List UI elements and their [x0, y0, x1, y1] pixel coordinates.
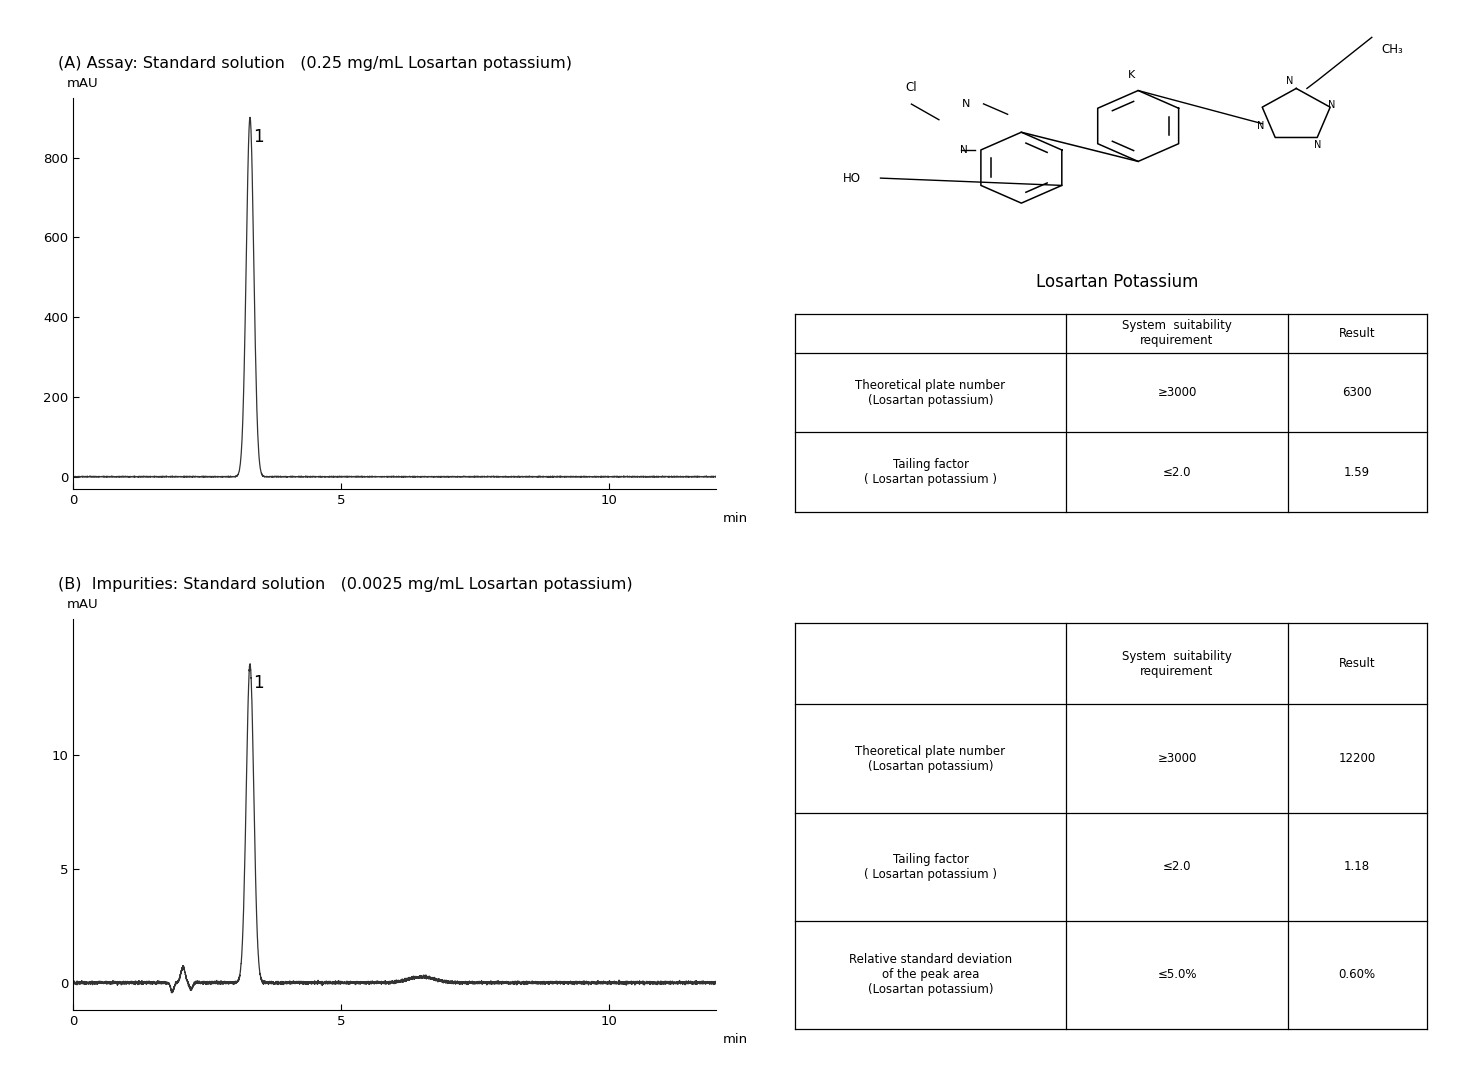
Text: ≤5.0%: ≤5.0% [1158, 969, 1197, 982]
Text: N: N [1314, 140, 1322, 150]
Text: Cl: Cl [905, 80, 917, 93]
Text: 1: 1 [253, 674, 263, 692]
Text: HO: HO [842, 172, 861, 185]
Text: CH₃: CH₃ [1382, 42, 1404, 55]
Text: Relative standard deviation
of the peak area
(Losartan potassium): Relative standard deviation of the peak … [849, 954, 1012, 996]
Text: Tailing factor
( Losartan potassium ): Tailing factor ( Losartan potassium ) [864, 458, 997, 487]
Text: (B)  Impurities: Standard solution   (0.0025 mg/mL Losartan potassium): (B) Impurities: Standard solution (0.002… [58, 577, 633, 592]
Text: Tailing factor
( Losartan potassium ): Tailing factor ( Losartan potassium ) [864, 853, 997, 881]
Text: K: K [1127, 71, 1135, 80]
Text: ≤2.0: ≤2.0 [1162, 860, 1192, 873]
Text: N: N [961, 144, 968, 155]
Text: N: N [962, 99, 971, 109]
Text: System  suitability
requirement: System suitability requirement [1123, 649, 1232, 678]
Text: Losartan Potassium: Losartan Potassium [1037, 274, 1199, 291]
Text: 1.18: 1.18 [1344, 860, 1370, 873]
Text: 0.60%: 0.60% [1339, 969, 1376, 982]
Text: mAU: mAU [67, 77, 98, 90]
Text: min: min [722, 1034, 749, 1047]
Text: Theoretical plate number
(Losartan potassium): Theoretical plate number (Losartan potas… [855, 379, 1006, 407]
Text: min: min [722, 513, 749, 526]
Text: ≤2.0: ≤2.0 [1162, 466, 1192, 479]
Text: 1: 1 [253, 128, 263, 147]
Text: Result: Result [1339, 327, 1376, 340]
Text: 1.59: 1.59 [1344, 466, 1370, 479]
Text: ≥3000: ≥3000 [1158, 753, 1197, 765]
Text: N: N [1329, 100, 1336, 110]
Text: (A) Assay: Standard solution   (0.25 mg/mL Losartan potassium): (A) Assay: Standard solution (0.25 mg/mL… [58, 55, 573, 71]
Text: System  suitability
requirement: System suitability requirement [1123, 319, 1232, 348]
Text: mAU: mAU [67, 598, 98, 611]
Text: Result: Result [1339, 657, 1376, 670]
Text: N: N [1257, 122, 1265, 131]
Text: N: N [1285, 76, 1292, 86]
Text: 12200: 12200 [1339, 753, 1376, 765]
Text: Theoretical plate number
(Losartan potassium): Theoretical plate number (Losartan potas… [855, 745, 1006, 772]
Text: 6300: 6300 [1342, 387, 1371, 400]
Text: ≥3000: ≥3000 [1158, 387, 1197, 400]
